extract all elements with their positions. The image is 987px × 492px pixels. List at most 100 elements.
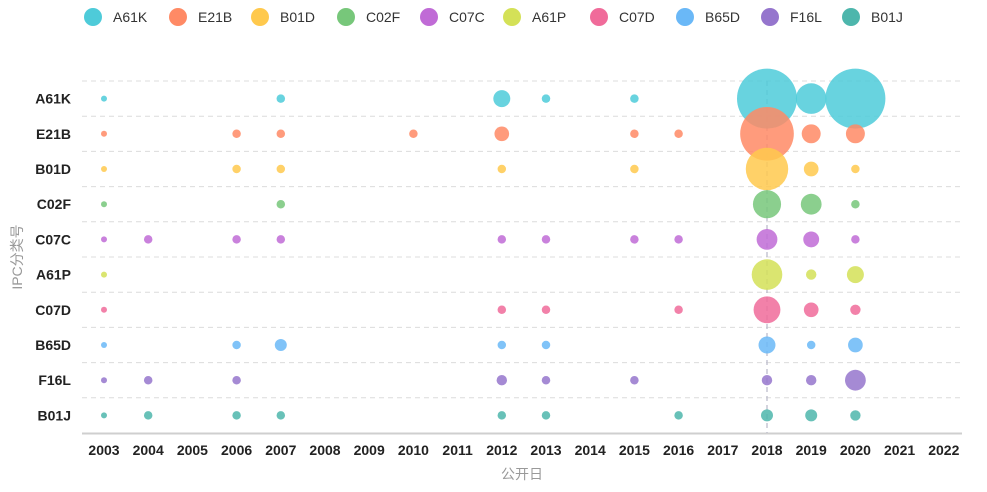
bubble-c07d-2003[interactable] bbox=[101, 306, 107, 313]
bubble-a61p-2018[interactable] bbox=[751, 259, 783, 290]
legend-marker-c07d[interactable] bbox=[590, 8, 608, 26]
bubble-a61p-2019[interactable] bbox=[806, 269, 817, 280]
bubble-b01j-2003[interactable] bbox=[101, 412, 107, 419]
legend-marker-a61p[interactable] bbox=[503, 8, 521, 26]
bubble-b01d-2003[interactable] bbox=[101, 166, 107, 172]
bubble-b01d-2018[interactable] bbox=[745, 147, 789, 191]
bubble-b65d-2007[interactable] bbox=[274, 339, 287, 351]
bubble-b01j-2019[interactable] bbox=[805, 409, 818, 422]
bubble-b01j-2020[interactable] bbox=[850, 410, 861, 421]
bubble-e21b-2007[interactable] bbox=[276, 129, 286, 139]
legend-label-b01d[interactable]: B01D bbox=[280, 9, 315, 25]
bubble-e21b-2020[interactable] bbox=[845, 124, 865, 144]
bubble-b01j-2007[interactable] bbox=[276, 411, 286, 420]
bubble-b65d-2003[interactable] bbox=[101, 342, 107, 348]
bubble-f16l-2013[interactable] bbox=[541, 375, 551, 385]
legend-marker-b65d[interactable] bbox=[676, 8, 694, 26]
bubble-c02f-2018[interactable] bbox=[752, 190, 782, 219]
bubble-f16l-2003[interactable] bbox=[101, 377, 107, 384]
bubble-c07c-2015[interactable] bbox=[630, 235, 639, 244]
bubble-b01d-2007[interactable] bbox=[276, 164, 286, 174]
bubble-c07d-2019[interactable] bbox=[803, 302, 819, 318]
legend-marker-b01j[interactable] bbox=[842, 8, 860, 26]
bubble-b65d-2013[interactable] bbox=[541, 340, 551, 350]
bubble-c02f-2003[interactable] bbox=[101, 201, 107, 208]
bubble-a61p-2020[interactable] bbox=[846, 266, 864, 284]
legend-label-e21b[interactable]: E21B bbox=[198, 9, 232, 25]
bubble-e21b-2015[interactable] bbox=[630, 129, 639, 139]
bubble-f16l-2018[interactable] bbox=[761, 375, 773, 386]
bubble-b01d-2019[interactable] bbox=[803, 161, 819, 177]
bubble-b65d-2020[interactable] bbox=[848, 337, 863, 353]
bubble-f16l-2006[interactable] bbox=[232, 375, 241, 385]
bubble-b65d-2012[interactable] bbox=[497, 340, 507, 350]
bubble-e21b-2003[interactable] bbox=[101, 130, 107, 137]
bubble-b01d-2015[interactable] bbox=[630, 164, 639, 174]
legend-label-b65d[interactable]: B65D bbox=[705, 9, 740, 25]
legend-label-c02f[interactable]: C02F bbox=[366, 9, 400, 25]
legend-marker-c07c[interactable] bbox=[420, 8, 438, 26]
bubble-b01j-2018[interactable] bbox=[761, 409, 773, 422]
bubble-c07d-2020[interactable] bbox=[850, 304, 861, 315]
bubble-b01j-2006[interactable] bbox=[232, 411, 241, 420]
bubble-b01j-2013[interactable] bbox=[541, 411, 551, 420]
bubble-c07d-2013[interactable] bbox=[541, 305, 551, 315]
bubble-b01j-2004[interactable] bbox=[143, 411, 153, 420]
bubble-b65d-2018[interactable] bbox=[758, 336, 776, 354]
legend-label-c07d[interactable]: C07D bbox=[619, 9, 655, 25]
bubble-e21b-2006[interactable] bbox=[232, 129, 241, 139]
bubble-c07c-2003[interactable] bbox=[101, 236, 107, 243]
bubble-c02f-2007[interactable] bbox=[276, 199, 286, 209]
bubble-b65d-2019[interactable] bbox=[806, 340, 816, 350]
legend-marker-b01d[interactable] bbox=[251, 8, 269, 26]
bubble-b65d-2006[interactable] bbox=[232, 340, 241, 350]
bubble-a61p-2003[interactable] bbox=[101, 271, 107, 278]
legend-marker-c02f[interactable] bbox=[337, 8, 355, 26]
bubble-c07c-2006[interactable] bbox=[232, 235, 241, 244]
bubble-c07c-2012[interactable] bbox=[497, 235, 507, 244]
bubble-f16l-2020[interactable] bbox=[845, 369, 866, 391]
bubble-a61k-2020[interactable] bbox=[825, 68, 886, 129]
bubble-c02f-2019[interactable] bbox=[800, 193, 822, 215]
bubble-b01d-2012[interactable] bbox=[497, 164, 507, 174]
legend-label-f16l[interactable]: F16L bbox=[790, 9, 822, 25]
bubble-b01j-2012[interactable] bbox=[497, 411, 507, 420]
bubble-c07c-2007[interactable] bbox=[276, 235, 286, 244]
bubble-b01d-2020[interactable] bbox=[851, 164, 860, 174]
legend-label-b01j[interactable]: B01J bbox=[871, 9, 903, 25]
bubble-a61k-2013[interactable] bbox=[541, 94, 551, 103]
bubble-f16l-2012[interactable] bbox=[496, 375, 507, 386]
bubble-c07c-2004[interactable] bbox=[143, 235, 153, 244]
bubble-e21b-2019[interactable] bbox=[801, 124, 821, 144]
legend-marker-a61k[interactable] bbox=[84, 8, 102, 26]
bubble-a61k-2003[interactable] bbox=[101, 95, 107, 102]
bubble-c07d-2018[interactable] bbox=[753, 296, 781, 324]
bubble-a61k-2007[interactable] bbox=[276, 94, 286, 103]
bubble-e21b-2012[interactable] bbox=[494, 126, 510, 142]
bubble-a61k-2012[interactable] bbox=[493, 90, 511, 108]
bubble-c07c-2016[interactable] bbox=[674, 235, 683, 244]
bubble-c07c-2019[interactable] bbox=[803, 231, 820, 248]
bubble-b01j-2016[interactable] bbox=[674, 411, 683, 420]
legend-marker-f16l[interactable] bbox=[761, 8, 779, 26]
bubble-e21b-2010[interactable] bbox=[409, 129, 418, 139]
legend-marker-e21b[interactable] bbox=[169, 8, 187, 26]
bubble-a61k-2015[interactable] bbox=[630, 94, 639, 103]
bubble-e21b-2018[interactable] bbox=[740, 106, 794, 161]
bubble-c02f-2020[interactable] bbox=[851, 199, 860, 209]
bubble-c07c-2018[interactable] bbox=[756, 229, 778, 250]
bubble-c07d-2016[interactable] bbox=[674, 305, 683, 315]
bubble-f16l-2015[interactable] bbox=[630, 375, 639, 385]
bubble-c07d-2012[interactable] bbox=[497, 305, 507, 315]
bubble-c07c-2013[interactable] bbox=[541, 235, 551, 244]
bubble-f16l-2019[interactable] bbox=[806, 375, 817, 386]
legend-label-c07c[interactable]: C07C bbox=[449, 9, 485, 25]
bubble-f16l-2004[interactable] bbox=[143, 375, 153, 385]
bubble-a61k-2019[interactable] bbox=[795, 83, 827, 114]
legend-label-a61k[interactable]: A61K bbox=[113, 9, 148, 25]
bubble-e21b-2016[interactable] bbox=[674, 129, 683, 139]
bubble-c07c-2020[interactable] bbox=[851, 235, 860, 244]
legend-label-a61p[interactable]: A61P bbox=[532, 9, 566, 25]
y-axis: A61K E21B B01D C02F C07C A61P C07D B65D F16L B01J bbox=[35, 91, 71, 424]
bubble-b01d-2006[interactable] bbox=[232, 164, 241, 174]
